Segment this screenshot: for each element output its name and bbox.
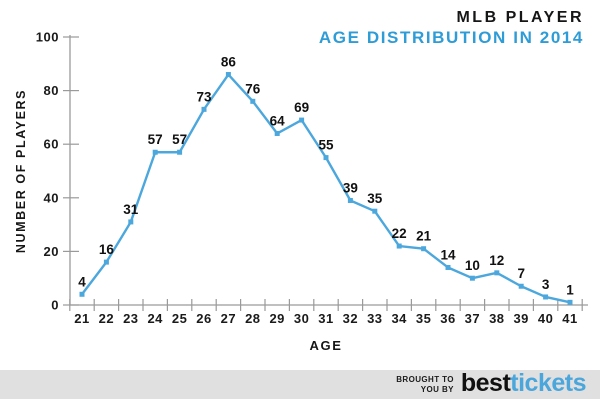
data-point-label: 12 (489, 253, 504, 268)
chart-title-block: MLB PLAYER AGE DISTRIBUTION IN 2014 (319, 9, 584, 48)
data-point-label: 3 (542, 277, 550, 292)
data-point-marker (201, 106, 207, 112)
data-point-label: 21 (416, 229, 432, 244)
x-tick-label: 24 (147, 311, 163, 326)
data-point-marker (372, 208, 378, 214)
y-tick-label: 0 (51, 298, 59, 313)
chart-title-line2: AGE DISTRIBUTION IN 2014 (318, 27, 584, 47)
data-point-label: 10 (465, 258, 480, 273)
x-tick-label: 31 (318, 311, 333, 326)
data-point-label: 64 (270, 113, 286, 128)
y-tick-label: 40 (44, 190, 59, 205)
data-point-label: 86 (221, 55, 237, 70)
x-tick-label: 25 (172, 311, 187, 326)
footer-attribution: BROUGHT TO YOU BY besttickets (396, 371, 586, 398)
data-point-label: 14 (440, 247, 456, 262)
y-tick-label: 60 (44, 137, 59, 152)
brought-line1: BROUGHT TO (396, 374, 454, 384)
data-point-marker (250, 98, 256, 104)
data-point-label: 39 (343, 180, 358, 195)
data-point-marker (567, 299, 573, 305)
data-point-label: 35 (367, 191, 383, 206)
data-point-marker (494, 270, 500, 276)
data-point-marker (299, 117, 305, 123)
brought-line2: YOU BY (420, 384, 454, 394)
y-tick-label: 80 (44, 83, 59, 98)
chart-title-line1: MLB PLAYER (456, 9, 584, 26)
x-tick-label: 39 (513, 311, 528, 326)
y-tick-label: 100 (36, 30, 59, 45)
data-point-marker (152, 149, 158, 155)
data-point-label: 1 (566, 282, 574, 297)
x-tick-label: 28 (245, 311, 260, 326)
x-tick-label: 41 (562, 311, 577, 326)
x-tick-label: 40 (538, 311, 553, 326)
data-line (80, 73, 572, 304)
besttickets-logo: besttickets (460, 369, 587, 398)
data-point-label: 69 (294, 100, 309, 115)
x-tick-label: 30 (294, 311, 309, 326)
x-axis-title: AGE (309, 338, 343, 353)
data-point-label: 22 (392, 226, 407, 241)
x-tick-label: 33 (367, 311, 382, 326)
x-tick-label: 34 (391, 311, 407, 326)
data-point-label: 76 (245, 81, 261, 96)
data-point-marker (225, 72, 231, 78)
data-point-label: 31 (123, 202, 139, 217)
data-point-marker (128, 219, 134, 225)
data-point-label: 16 (99, 242, 115, 257)
x-tick-label: 27 (221, 311, 236, 326)
data-point-marker (79, 291, 85, 297)
x-tick-label: 23 (123, 311, 138, 326)
data-point-marker (469, 275, 475, 281)
data-point-label: 73 (196, 89, 212, 104)
footer-bar: BROUGHT TO YOU BY besttickets (0, 370, 600, 399)
x-tick-label: 38 (489, 311, 504, 326)
data-point-marker (177, 149, 183, 155)
data-point-label: 4 (78, 274, 86, 289)
y-axis-title: NUMBER OF PLAYERS (14, 88, 28, 254)
x-tick-label: 22 (99, 311, 114, 326)
data-point-marker (323, 155, 329, 161)
x-tick-label: 36 (440, 311, 455, 326)
data-point-marker (421, 246, 427, 252)
data-point-marker (518, 283, 524, 289)
data-point-marker (445, 264, 451, 270)
data-point-marker (396, 243, 402, 249)
brought-to-you-by-text: BROUGHT TO YOU BY (396, 375, 454, 394)
data-point-label: 57 (172, 132, 187, 147)
x-tick-label: 26 (196, 311, 211, 326)
data-point-marker (543, 294, 549, 300)
x-tick-label: 37 (465, 311, 480, 326)
x-tick-label: 29 (269, 311, 284, 326)
data-point-label: 7 (517, 266, 525, 281)
data-point-marker (103, 259, 109, 265)
logo-tickets-text: tickets (510, 369, 586, 397)
x-tick-label: 21 (74, 311, 89, 326)
data-point-label: 57 (148, 132, 163, 147)
data-point-marker (347, 197, 353, 203)
y-tick-label: 20 (44, 244, 59, 259)
x-tick-label: 35 (416, 311, 431, 326)
logo-best-text: best (460, 369, 511, 397)
x-tick-label: 32 (343, 311, 358, 326)
data-point-marker (274, 130, 280, 136)
data-point-label: 55 (318, 138, 334, 153)
